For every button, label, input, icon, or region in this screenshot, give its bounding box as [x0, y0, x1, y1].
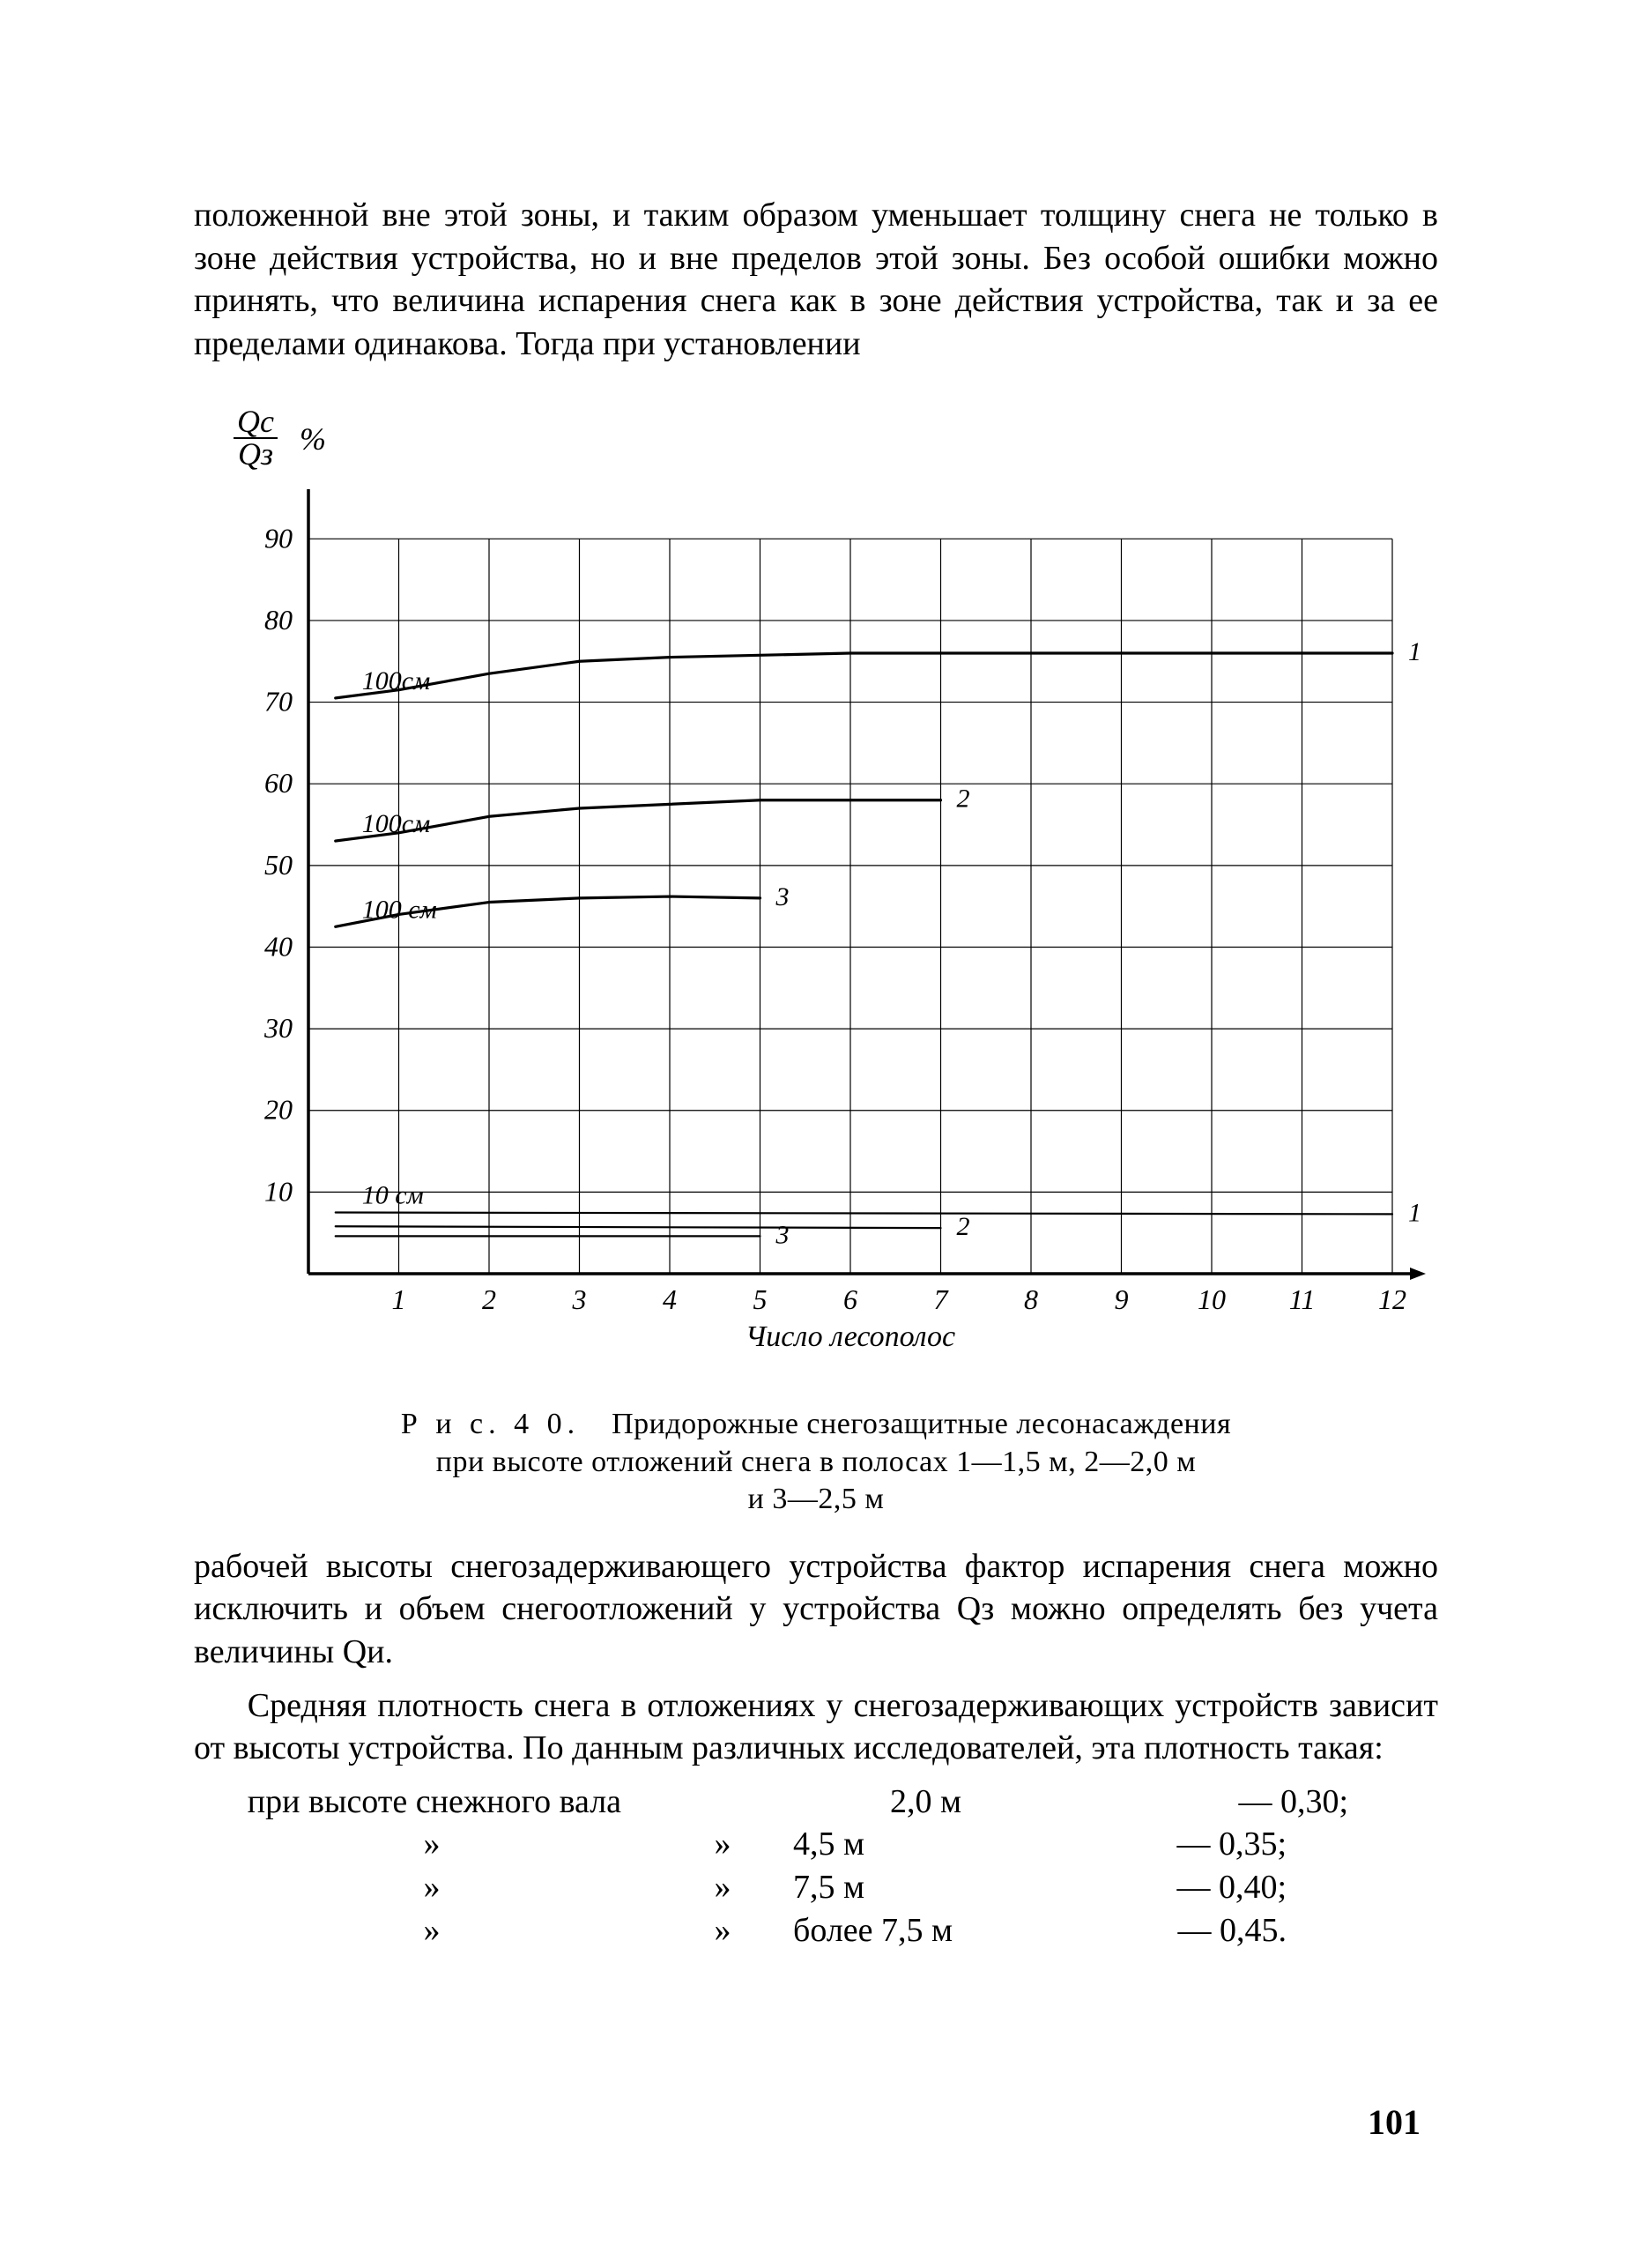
svg-text:2: 2 [957, 1212, 970, 1241]
paragraph-1: положенной вне этой зоны, и таким образо… [194, 194, 1438, 366]
density-cell: — 0,40; [1057, 1866, 1287, 1909]
svg-text:2: 2 [482, 1283, 496, 1315]
svg-text:100см: 100см [362, 809, 430, 838]
svg-text:3: 3 [572, 1283, 587, 1315]
paragraph-2: рабочей высоты снегозадерживающего устро… [194, 1545, 1438, 1674]
svg-text:100см: 100см [362, 666, 430, 695]
density-cell: » [194, 1866, 670, 1909]
density-cell: 2,0 м [890, 1781, 1119, 1824]
page: положенной вне этой зоны, и таким образо… [0, 0, 1632, 2268]
svg-text:1: 1 [1408, 637, 1421, 666]
svg-text:60: 60 [264, 767, 293, 799]
svg-text:50: 50 [264, 848, 293, 880]
figure-40: QсQз%102030405060708090123456789101112Чи… [194, 392, 1438, 1519]
svg-text:%: % [300, 421, 326, 457]
svg-text:8: 8 [1024, 1283, 1038, 1315]
caption-prefix: Р и с. 4 0. [401, 1408, 580, 1440]
caption-line2: при высоте отложений снега в полосах 1—1… [436, 1446, 1196, 1478]
svg-text:9: 9 [1115, 1283, 1129, 1315]
density-cell: более 7,5 м [775, 1909, 1057, 1952]
caption-line1: Придорожные снегозащитные лесонасаждения [612, 1408, 1231, 1440]
svg-text:90: 90 [264, 522, 293, 554]
density-cell: 4,5 м [775, 1823, 1057, 1866]
density-cell: — 0,35; [1057, 1823, 1287, 1866]
svg-text:30: 30 [263, 1012, 293, 1044]
density-cell: — 0,30; [1119, 1781, 1348, 1824]
svg-text:10: 10 [264, 1175, 293, 1207]
svg-text:20: 20 [264, 1093, 293, 1125]
svg-text:10: 10 [1198, 1283, 1226, 1315]
svg-text:11: 11 [1289, 1283, 1316, 1315]
density-cell: » [194, 1823, 670, 1866]
figure-caption: Р и с. 4 0. Придорожные снегозащитные ле… [194, 1406, 1438, 1519]
svg-text:3: 3 [775, 1220, 790, 1249]
density-cell: — 0,45. [1057, 1909, 1287, 1952]
svg-text:12: 12 [1378, 1283, 1406, 1315]
density-row-2: » » 7,5 м — 0,40; [194, 1866, 1438, 1909]
svg-text:70: 70 [264, 685, 293, 717]
svg-text:1: 1 [392, 1283, 406, 1315]
density-cell: при высоте снежного вала [194, 1781, 890, 1824]
svg-text:3: 3 [775, 881, 790, 911]
svg-text:100 см: 100 см [362, 895, 437, 924]
density-cell: » [670, 1823, 775, 1866]
svg-text:4: 4 [663, 1283, 677, 1315]
svg-text:Число лесополос: Число лесополос [746, 1320, 955, 1353]
svg-text:7: 7 [934, 1283, 950, 1315]
svg-text:5: 5 [753, 1283, 768, 1315]
svg-text:6: 6 [843, 1283, 857, 1315]
density-row-1: » » 4,5 м — 0,35; [194, 1823, 1438, 1866]
svg-text:40: 40 [264, 930, 293, 962]
svg-text:80: 80 [264, 603, 293, 635]
density-row-0: при высоте снежного вала 2,0 м — 0,30; [194, 1781, 1438, 1824]
density-cell: » [194, 1909, 670, 1952]
svg-text:Qс: Qс [237, 404, 274, 439]
density-cell: 7,5 м [775, 1866, 1057, 1909]
density-table: при высоте снежного вала 2,0 м — 0,30; »… [194, 1781, 1438, 1952]
density-cell: » [670, 1909, 775, 1952]
density-cell: » [670, 1866, 775, 1909]
svg-text:1: 1 [1408, 1198, 1421, 1227]
page-number: 101 [1368, 2100, 1421, 2145]
svg-text:2: 2 [957, 784, 970, 813]
caption-line3: и 3—2,5 м [748, 1483, 885, 1515]
svg-text:Qз: Qз [238, 436, 273, 472]
chart: QсQз%102030405060708090123456789101112Чи… [194, 392, 1428, 1379]
paragraph-3: Средняя плотность снега в отложениях у с… [194, 1684, 1438, 1770]
density-row-3: » » более 7,5 м — 0,45. [194, 1909, 1438, 1952]
svg-text:10 см: 10 см [362, 1180, 424, 1209]
